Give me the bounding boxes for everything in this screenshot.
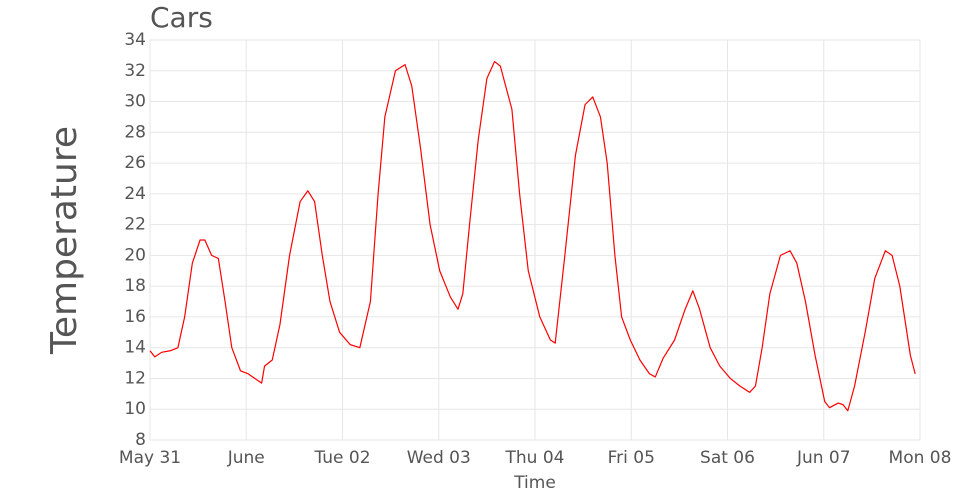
y-tick-label: 16	[124, 307, 146, 327]
y-tick-label: 14	[124, 338, 146, 358]
x-tick-label: Mon 08	[889, 448, 952, 468]
y-tick-label: 34	[124, 30, 146, 50]
y-tick-label: 24	[124, 184, 146, 204]
y-tick-label: 10	[124, 399, 146, 419]
x-tick-label: June	[227, 448, 265, 468]
y-tick-label: 8	[135, 430, 146, 450]
y-tick-label: 26	[124, 153, 146, 173]
y-axis-label: Temperature	[44, 126, 85, 355]
x-tick-label: Jun 07	[796, 448, 851, 468]
line-series	[149, 60, 916, 412]
x-axis-label: Time	[513, 473, 556, 493]
x-tick-label: Sat 06	[700, 448, 755, 468]
y-tick-label: 30	[124, 92, 146, 112]
y-tick-label: 18	[124, 276, 146, 296]
x-tick-label: May 31	[119, 448, 181, 468]
chart-title: Cars	[150, 1, 213, 34]
y-tick-label: 12	[124, 368, 146, 388]
x-tick-label: Thu 04	[505, 448, 565, 468]
y-tick-label: 32	[124, 61, 146, 81]
y-tick-label: 22	[124, 215, 146, 235]
y-tick-label: 28	[124, 122, 146, 142]
x-tick-label: Wed 03	[407, 448, 471, 468]
y-tick-label: 20	[124, 245, 146, 265]
x-tick-label: Tue 02	[313, 448, 370, 468]
x-tick-label: Fri 05	[608, 448, 655, 468]
